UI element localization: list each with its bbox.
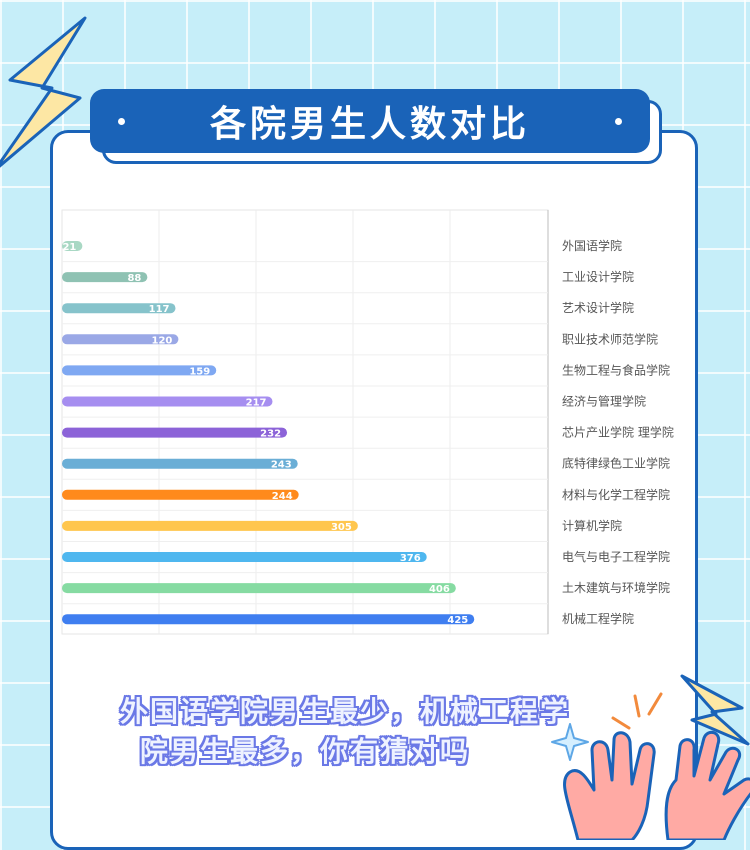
- clapping-hands-icon: [563, 730, 750, 840]
- page-title-text: 各院男生人数对比: [209, 104, 530, 145]
- category-label: 生物工程与食品学院: [562, 362, 670, 377]
- bar-value-label: 21: [62, 242, 76, 253]
- bar-value-label: 88: [127, 273, 141, 284]
- category-label: 芯片产业学院 理学院: [562, 425, 674, 440]
- bar-value-label: 305: [331, 522, 352, 533]
- lightning-bolt-icon: [0, 16, 87, 168]
- category-label: 材料与化学工程学院: [562, 487, 670, 502]
- page-title: 各院男生人数对比: [90, 89, 650, 153]
- bar-value-label: 406: [429, 584, 450, 595]
- category-label: 计算机学院: [562, 518, 622, 533]
- bar: [62, 489, 299, 500]
- bar-chart: 21 外国语学院 88 工业设计学院 117 艺术设计学院 120 职业技术师范学院 159 生物…: [61, 209, 674, 635]
- caption-line-2: 院男生最多，你有猜对吗: [139, 735, 470, 768]
- category-label: 职业技术师范学院: [562, 331, 658, 346]
- bar-value-label: 159: [189, 366, 210, 377]
- category-label: 工业设计学院: [562, 269, 634, 284]
- caption-line-1: 外国语学院男生最少，机械工程学: [119, 695, 570, 728]
- bar-value-label: 425: [447, 615, 468, 626]
- bar: [62, 458, 298, 469]
- title-dot-right: [615, 118, 622, 125]
- bar-value-label: 376: [400, 553, 421, 564]
- category-label: 底特律绿色工业学院: [562, 456, 670, 471]
- bar: [62, 583, 456, 594]
- category-label: 艺术设计学院: [562, 300, 634, 315]
- bar-value-label: 217: [246, 398, 267, 409]
- bar-value-label: 117: [149, 304, 170, 315]
- bar-value-label: 120: [152, 335, 173, 346]
- bar: [62, 272, 148, 283]
- bar: [62, 241, 83, 251]
- bar-value-label: 232: [260, 429, 281, 440]
- bar: [62, 365, 217, 376]
- bar: [62, 614, 475, 625]
- bar: [62, 552, 427, 562]
- bar-value-label: 243: [271, 460, 292, 471]
- title-dot-left: [118, 118, 125, 125]
- burst-lines-icon: [611, 692, 663, 730]
- category-label: 电气与电子工程学院: [562, 549, 670, 564]
- bar: [62, 334, 179, 345]
- bar-value-label: 244: [272, 491, 293, 502]
- category-label: 机械工程学院: [562, 611, 634, 626]
- category-label: 经济与管理学院: [562, 394, 646, 409]
- sparkle-icon: [551, 723, 589, 761]
- category-label: 土木建筑与环境学院: [562, 580, 670, 595]
- bar: [62, 520, 358, 531]
- category-label: 外国语学院: [562, 238, 622, 253]
- bar: [62, 427, 288, 438]
- lightning-bolt-right-icon: [680, 674, 750, 746]
- bar: [62, 396, 273, 407]
- bar: [62, 303, 176, 314]
